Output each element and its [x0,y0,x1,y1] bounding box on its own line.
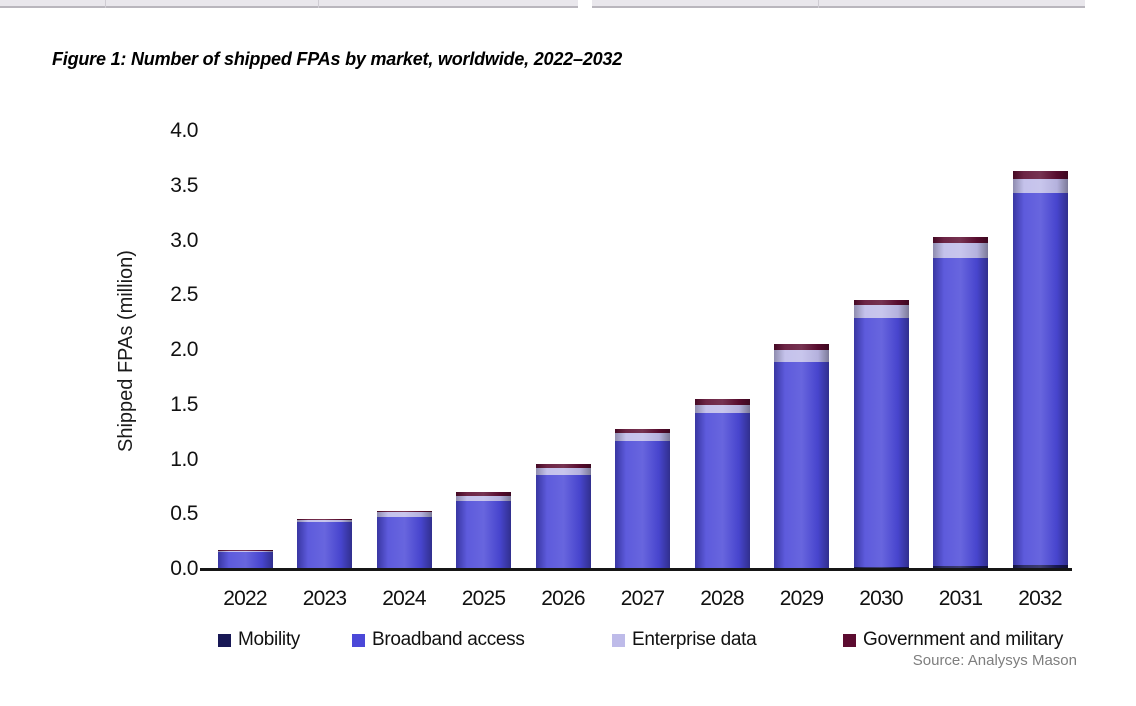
x-axis-label-2032: 2032 [1018,587,1062,610]
legend-swatch-icon [843,633,856,647]
legend-label: Enterprise data [632,629,757,650]
bar-segment-2031-mobility [933,565,988,570]
legend-label: Broadband access [372,629,525,650]
legend: Mobility Broadband access Enterprise data G… [0,628,1136,652]
bar-segment-2023-enterprise-data [297,519,352,522]
legend-swatch-icon [612,633,625,647]
bar-segment-2029-government-and-military [774,344,829,350]
x-axis-label-2023: 2023 [302,587,347,610]
bar-segment-2032-broadband-access [1012,193,1068,565]
x-axis-label-2025: 2025 [461,587,506,610]
figure-title: Figure 1: Number of shipped FPAs by mark… [52,49,623,69]
x-axis-label-2028: 2028 [700,587,744,610]
bar-2027 [615,428,670,570]
bar-2026 [535,463,591,570]
x-axis-label-2029: 2029 [779,587,824,610]
top-strip-divider [818,0,819,8]
y-axis-title: Shipped FPAs (million) [115,250,137,452]
bar-segment-2030-enterprise-data [853,305,909,319]
x-axis-line [200,568,1072,571]
x-axis-label-2022: 2022 [223,587,267,610]
legend-swatch-icon [352,633,365,647]
bar-segment-2032-government-and-military [1012,171,1068,180]
bar-segment-2032-enterprise-data [1012,179,1068,194]
bar-2028 [694,399,750,570]
bar-segment-2027-broadband-access [615,440,670,568]
legend-swatch-icon [218,633,231,647]
top-strip-divider [318,0,319,8]
y-tick-label-2.5: 2.5 [170,283,198,307]
y-tick-label-4.0: 4.0 [170,119,198,142]
bar-segment-2027-enterprise-data [615,433,670,441]
bar-segment-2028-government-and-military [694,399,750,405]
bar-2022 [217,550,273,570]
top-strip-divider [105,0,106,8]
bar-2025 [456,492,511,570]
bar-segment-2026-government-and-military [535,463,591,469]
x-axis-label-2024: 2024 [382,587,426,610]
y-tick-label-0.0: 0.0 [170,557,198,580]
y-tick-label-3.0: 3.0 [170,228,198,252]
bar-2029 [774,344,829,570]
bar-segment-2029-enterprise-data [774,349,829,362]
bar-segment-2024-enterprise-data [376,511,432,518]
bar-segment-2023-government-and-military [297,518,352,520]
top-edge-ui-strip [0,0,1136,8]
bar-segment-2029-broadband-access [774,361,829,568]
bar-segment-2030-broadband-access [853,318,909,567]
x-axis-label-2031: 2031 [938,587,983,610]
bar-segment-2023-broadband-access [297,521,352,569]
y-tick-label-1.5: 1.5 [170,392,198,416]
y-tick-label-2.0: 2.0 [170,338,198,361]
bar-segment-2027-government-and-military [615,428,670,434]
legend-label: Mobility [238,629,301,650]
y-tick-label-0.5: 0.5 [170,502,198,526]
bar-segment-2032-mobility [1012,564,1068,570]
bar-2030 [853,299,909,570]
bar-segment-2031-broadband-access [933,257,988,566]
legend-item-broadband-access: Broadband access [352,628,525,652]
bar-segment-2025-government-and-military [456,492,511,496]
y-axis-tick-labels: 0.0 0.5 1.0 1.5 2.0 2.5 3.0 3.5 4.0 [142,119,198,580]
x-axis-label-2027: 2027 [620,587,665,610]
bar-segment-2022-enterprise-data [217,551,273,553]
x-axis-label-2026: 2026 [541,587,585,610]
bar-segment-2031-government-and-military [933,237,988,243]
bar-segment-2024-broadband-access [376,517,432,569]
bar-segment-2028-broadband-access [694,413,750,568]
bar-2031 [933,237,988,570]
legend-label: Government and military [863,629,1064,650]
x-axis-label-2030: 2030 [859,587,903,610]
y-tick-label-1.0: 1.0 [170,447,198,471]
top-strip-segment [592,0,1085,8]
bar-2032 [1012,171,1068,570]
x-axis-labels: 2022 2023 2024 2025 2026 2027 2028 2029 2030 2031… [205,587,1072,613]
plot-area [205,132,1072,570]
legend-item-government-and-military: Government and military [843,628,1063,652]
bar-2023 [297,518,352,570]
source-note: Source: Analysys Mason [912,652,1077,669]
bar-segment-2026-enterprise-data [535,468,591,475]
bar-segment-2022-government-and-military [217,550,273,552]
bar-segment-2022-broadband-access [217,552,273,569]
top-strip-segment [0,0,578,8]
bar-segment-2025-broadband-access [456,501,511,569]
bar-segment-2030-government-and-military [853,299,909,306]
y-tick-label-3.5: 3.5 [170,173,198,197]
bar-segment-2028-enterprise-data [694,404,750,414]
bar-segment-2024-government-and-military [376,510,432,512]
bar-segment-2025-enterprise-data [456,495,511,502]
legend-item-mobility: Mobility [218,628,300,652]
bar-segment-2031-enterprise-data [933,242,988,258]
bar-2024 [376,510,432,570]
legend-item-enterprise-data: Enterprise data [612,628,757,652]
bar-segment-2026-broadband-access [535,474,591,569]
